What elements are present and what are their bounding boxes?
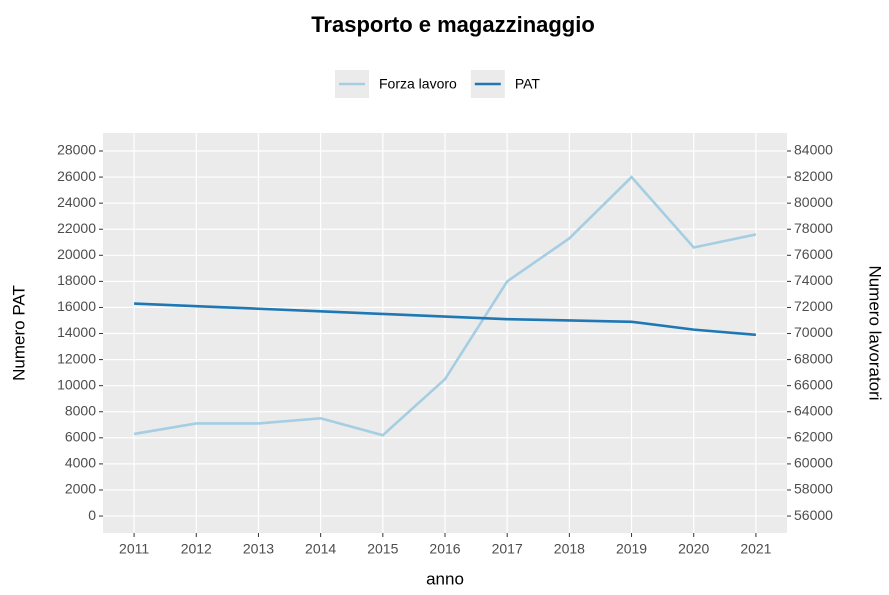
- y-tick-label: 0: [88, 507, 96, 523]
- y2-tick-label: 58000: [794, 481, 833, 497]
- y-axis-title: Numero PAT: [9, 285, 28, 381]
- y-tick-label: 18000: [57, 272, 96, 288]
- y-tick-label: 22000: [57, 220, 96, 236]
- y-tick-label: 6000: [65, 429, 96, 445]
- y-tick-label: 16000: [57, 298, 96, 314]
- x-tick-label: 2014: [305, 541, 336, 557]
- y-tick-label: 12000: [57, 350, 96, 366]
- y2-tick-label: 60000: [794, 455, 833, 471]
- x-tick-label: 2017: [492, 541, 523, 557]
- x-axis-title: anno: [426, 569, 464, 588]
- y2-tick-label: 76000: [794, 246, 833, 262]
- y2-tick-label: 84000: [794, 142, 833, 158]
- x-tick-label: 2018: [554, 541, 585, 557]
- y-tick-label: 4000: [65, 455, 96, 471]
- y2-tick-label: 72000: [794, 298, 833, 314]
- x-tick-label: 2011: [119, 541, 149, 557]
- y-tick-label: 24000: [57, 194, 96, 210]
- x-tick-label: 2015: [367, 541, 398, 557]
- x-tick-label: 2020: [678, 541, 709, 557]
- y2-tick-label: 62000: [794, 429, 833, 445]
- y2-tick-label: 64000: [794, 402, 833, 418]
- y2-tick-label: 70000: [794, 324, 833, 340]
- y2-tick-label: 82000: [794, 168, 833, 184]
- y-tick-label: 14000: [57, 324, 96, 340]
- y-tick-label: 2000: [65, 481, 96, 497]
- x-tick-label: 2021: [740, 541, 771, 557]
- series-line: [133, 175, 757, 437]
- y2-tick-label: 68000: [794, 350, 833, 366]
- y2-tick-label: 74000: [794, 272, 833, 288]
- y2-tick-label: 78000: [794, 220, 833, 236]
- legend-label: Forza lavoro: [379, 76, 457, 92]
- y2-tick-label: 66000: [794, 376, 833, 392]
- chart-title: Trasporto e magazzinaggio: [311, 12, 595, 37]
- y-tick-label: 10000: [57, 376, 96, 392]
- x-tick-label: 2012: [181, 541, 212, 557]
- y2-tick-label: 80000: [794, 194, 833, 210]
- y2-tick-label: 56000: [794, 507, 833, 523]
- y-tick-label: 26000: [57, 168, 96, 184]
- y-tick-label: 20000: [57, 246, 96, 262]
- x-tick-label: 2013: [243, 541, 274, 557]
- y2-axis-title: Numero lavoratori: [866, 265, 885, 400]
- y-tick-label: 28000: [57, 142, 96, 158]
- series-line: [134, 302, 757, 337]
- x-tick-label: 2016: [429, 541, 460, 557]
- legend-label: PAT: [515, 76, 541, 92]
- x-tick-label: 2019: [616, 541, 647, 557]
- y-tick-label: 8000: [65, 402, 96, 418]
